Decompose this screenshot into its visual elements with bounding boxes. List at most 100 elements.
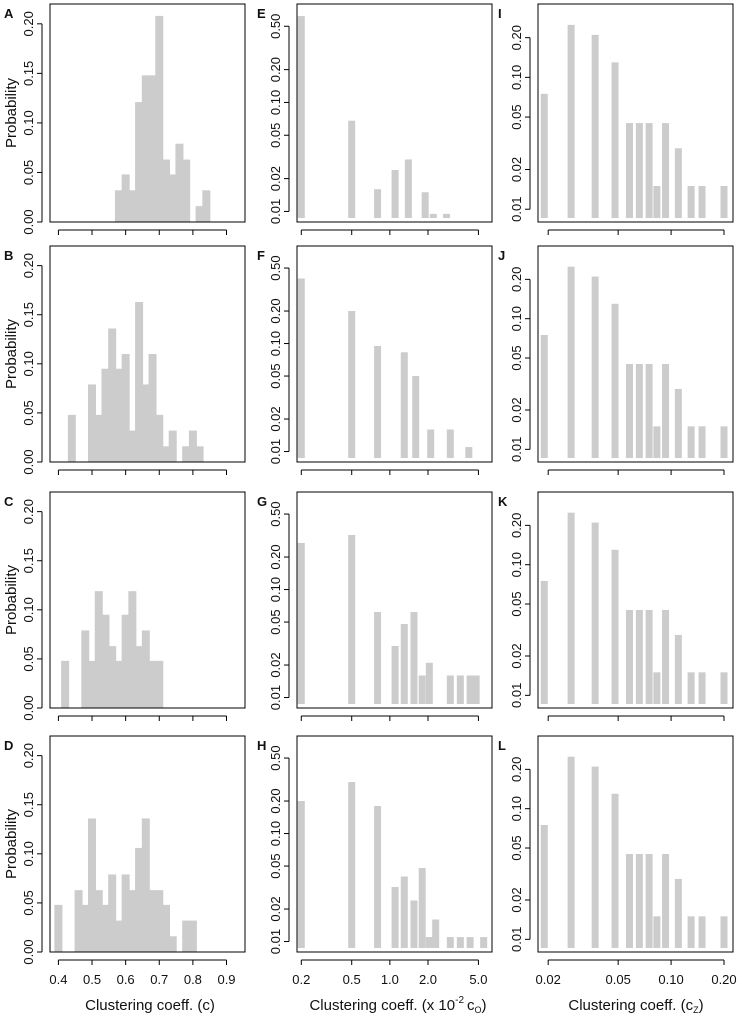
bar	[297, 278, 305, 458]
x-tick-label: 0.20	[711, 972, 736, 987]
x-tick-label: 0.10	[658, 972, 683, 987]
y-tick-label: 0.50	[268, 745, 283, 770]
y-tick-label: 0.10	[268, 331, 283, 356]
bar	[155, 660, 164, 708]
y-axis-title: Probability	[3, 77, 20, 148]
y-tick-label: 0.10	[268, 821, 283, 846]
y-tick-label: 0.02	[509, 157, 524, 182]
y-tick-label: 0.05	[268, 363, 283, 388]
bar	[427, 429, 435, 458]
y-tick-label: 0.20	[268, 544, 283, 569]
bar	[135, 646, 144, 708]
x-axis-title-right-sub: Z	[693, 1005, 699, 1015]
panel-label: E	[257, 6, 266, 21]
bar	[698, 672, 706, 704]
x-tick-label: 5.0	[469, 972, 487, 987]
bar	[135, 301, 144, 462]
y-tick-label: 0.10	[509, 796, 524, 821]
y-tick-label: 0.02	[268, 166, 283, 191]
bar	[128, 591, 137, 708]
panel-label: L	[498, 738, 506, 753]
bar	[567, 756, 575, 948]
bar	[94, 890, 103, 952]
y-axis-title: Probability	[3, 318, 20, 389]
bar	[687, 672, 695, 704]
bar	[687, 426, 695, 458]
bar	[148, 890, 157, 952]
y-tick-label: 0.10	[21, 110, 36, 135]
bar	[182, 920, 191, 952]
bar	[128, 890, 137, 952]
x-tick-label: 0.05	[606, 972, 631, 987]
bar	[155, 15, 164, 222]
bar	[391, 169, 399, 218]
y-tick-label: 0.02	[268, 896, 283, 921]
plot-frame	[49, 491, 246, 709]
y-tick-label: 0.01	[268, 439, 283, 464]
panel-label: J	[498, 248, 505, 263]
bar	[141, 818, 150, 952]
bar	[446, 429, 454, 458]
bar	[297, 16, 305, 218]
y-tick-label: 0.10	[509, 306, 524, 331]
bar	[456, 675, 464, 704]
y-axis-title: Probability	[3, 808, 20, 879]
y-tick-label: 0.20	[268, 57, 283, 82]
bar	[625, 123, 633, 218]
y-tick-label: 0.01	[268, 929, 283, 954]
y-tick-label: 0.10	[509, 65, 524, 90]
bar	[412, 376, 420, 458]
bar	[67, 414, 76, 462]
bar	[674, 388, 682, 458]
bar	[466, 937, 474, 948]
x-axis-title-right: Clustering coeff. (cZ)	[568, 997, 703, 1015]
plot-frame	[49, 3, 246, 223]
bar	[182, 446, 191, 462]
y-tick-label: 0.02	[268, 652, 283, 677]
bar	[168, 174, 177, 222]
bar	[611, 62, 619, 219]
bar	[141, 630, 150, 708]
y-tick-label: 0.00	[21, 209, 36, 234]
bar	[168, 936, 177, 952]
plot-frame	[296, 3, 493, 223]
bar	[625, 853, 633, 948]
panel-b: B 0.00 0.05 0.10 0.15 0.20 Probability	[3, 245, 246, 475]
y-tick-label: 0.05	[509, 835, 524, 860]
bar	[141, 75, 150, 222]
bar	[662, 609, 670, 704]
bar	[720, 186, 728, 218]
bar	[391, 886, 399, 948]
bar	[480, 937, 488, 948]
x-axis-title-mid-exp: -2	[455, 995, 464, 1006]
panel-j: J 0.01 0.02 0.05 0.10 0.20	[498, 245, 734, 475]
y-tick-label: 0.05	[509, 591, 524, 616]
x-tick-label: 0.9	[217, 972, 235, 987]
plot-frame	[537, 735, 734, 953]
bar	[591, 766, 599, 948]
bar	[88, 384, 97, 462]
bar	[374, 345, 382, 458]
bar	[653, 916, 661, 948]
bar	[410, 611, 418, 704]
panel-label: I	[498, 6, 502, 21]
bar	[432, 919, 440, 948]
y-tick-label: 0.01	[509, 197, 524, 222]
bar	[114, 190, 123, 222]
bar	[645, 363, 653, 458]
bar	[121, 174, 130, 222]
bar	[662, 853, 670, 948]
y-tick-label: 0.05	[268, 853, 283, 878]
bar	[101, 368, 110, 462]
y-tick-label: 0.00	[21, 449, 36, 474]
y-tick-label: 0.15	[21, 61, 36, 86]
bar	[540, 93, 548, 218]
panels: A 0.00 0.05 0.10 0.15 0.20 Probability B 0.00 0.0…	[3, 3, 737, 987]
plot-frame	[49, 735, 246, 953]
bar	[114, 660, 123, 708]
bar	[202, 190, 211, 222]
bar	[188, 920, 197, 952]
x-tick-label: 0.2	[292, 972, 310, 987]
panel-label: K	[498, 494, 508, 509]
